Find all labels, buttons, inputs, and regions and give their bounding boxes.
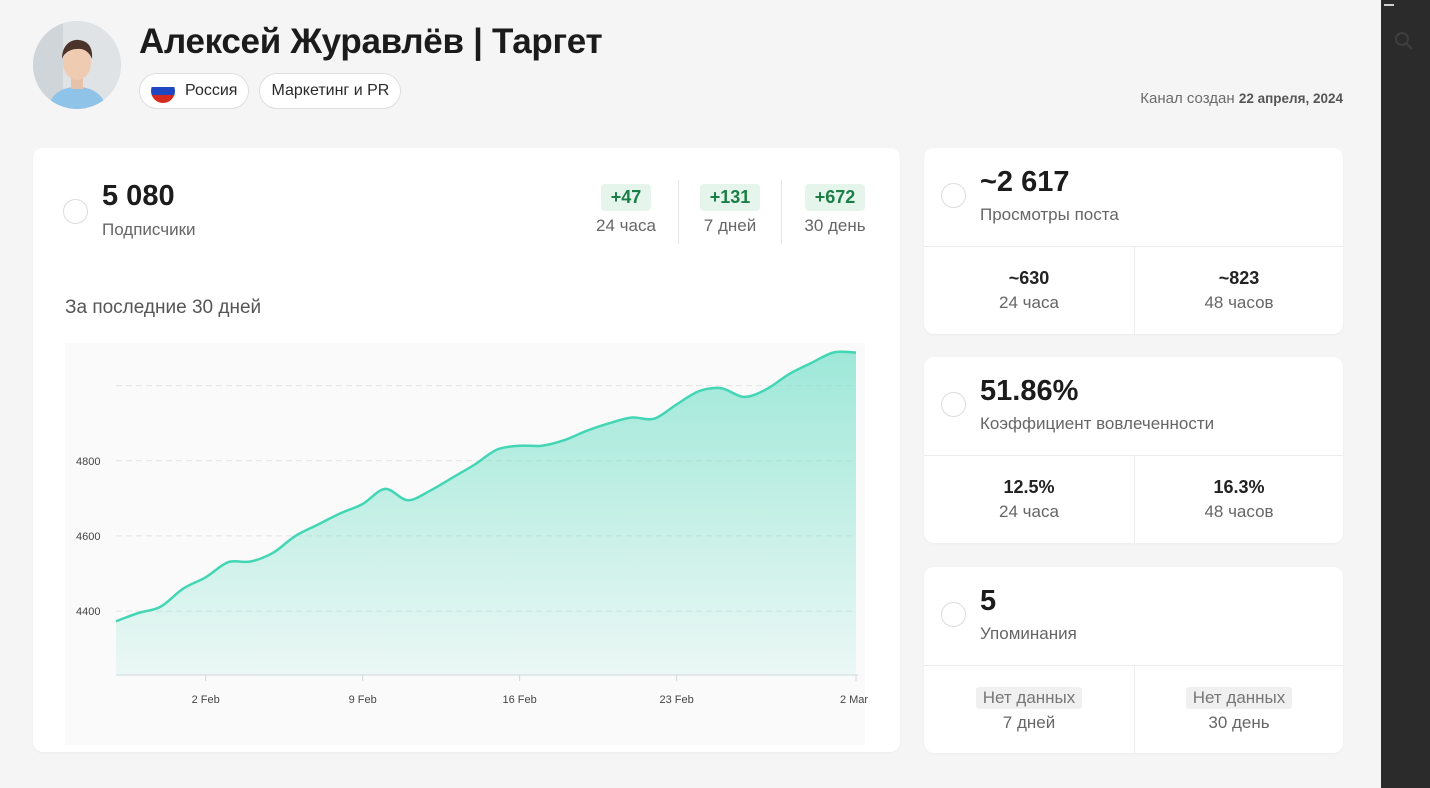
- subscribers-label: Подписчики: [102, 220, 196, 239]
- divider: [1134, 455, 1135, 543]
- subscribers-card: 5 080 Подписчики +47 24 часа +131 7 дней…: [33, 148, 900, 752]
- x-tick-label: 23 Feb: [659, 694, 693, 706]
- delta-label: 24 часа: [596, 216, 656, 235]
- russia-flag-icon: [151, 79, 175, 103]
- mentions-label: Упоминания: [980, 624, 1077, 643]
- channel-created: Канал создан 22 апреля, 2024: [1140, 90, 1343, 107]
- category-chip[interactable]: Маркетинг и PR: [259, 73, 402, 109]
- divider: [924, 246, 1343, 247]
- search-icon[interactable]: [1393, 30, 1415, 52]
- radio-circle-icon[interactable]: [941, 183, 966, 208]
- cell-label: 24 часа: [999, 502, 1059, 521]
- cell-label: 48 часов: [1204, 502, 1274, 521]
- delta-value: +131: [699, 184, 761, 211]
- chart-line: [115, 350, 857, 623]
- x-tick-label: 2 Feb: [192, 694, 220, 706]
- divider: [1134, 665, 1135, 753]
- avatar: [33, 21, 121, 109]
- mentions-value: 5: [980, 585, 997, 617]
- delta-value: +47: [600, 184, 652, 211]
- cell-value: ~823: [1218, 268, 1260, 288]
- divider: [781, 180, 782, 244]
- delta-value: +672: [804, 184, 866, 211]
- mentions-7d: Нет данных 7 дней: [924, 665, 1134, 753]
- category-chip-label: Маркетинг и PR: [271, 82, 390, 99]
- cell-label: 24 часа: [999, 293, 1059, 312]
- radio-circle-icon[interactable]: [941, 392, 966, 417]
- divider: [924, 455, 1343, 456]
- cell-label: 48 часов: [1204, 293, 1274, 312]
- y-tick-label: 4600: [76, 531, 100, 543]
- x-tick-label: 9 Feb: [349, 694, 377, 706]
- mentions-30d: Нет данных 30 день: [1134, 665, 1344, 753]
- y-tick-label: 4800: [76, 456, 100, 468]
- cell-value: ~630: [1008, 268, 1050, 288]
- cell-label: 7 дней: [1002, 713, 1056, 732]
- country-chip-label: Россия: [185, 82, 238, 99]
- delta-30d: +672 30 день: [790, 184, 880, 236]
- engagement-48h: 16.3% 48 часов: [1134, 455, 1344, 543]
- chart-area: [116, 351, 856, 675]
- engagement-24h: 12.5% 24 часа: [924, 455, 1134, 543]
- views-value: ~2 617: [980, 166, 1070, 198]
- x-tick-label: 16 Feb: [503, 694, 537, 706]
- engagement-card: 51.86% Коэффициент вовлеченности 12.5% 2…: [924, 357, 1343, 543]
- cell-value: 12.5%: [1003, 477, 1055, 497]
- cell-label: 30 день: [1208, 713, 1270, 732]
- channel-title: Алексей Журавлёв | Таргет: [139, 22, 603, 61]
- delta-label: 30 день: [804, 216, 866, 235]
- divider: [678, 180, 679, 244]
- mentions-card: 5 Упоминания Нет данных 7 дней Нет данны…: [924, 567, 1343, 753]
- divider: [1134, 246, 1135, 334]
- x-tick-label: 2 Mar: [840, 694, 868, 706]
- views-48h: ~823 48 часов: [1134, 246, 1344, 334]
- created-label: Канал создан: [1140, 90, 1235, 107]
- views-card: ~2 617 Просмотры поста ~630 24 часа ~823…: [924, 148, 1343, 334]
- panel-dash: [1384, 4, 1394, 6]
- country-chip[interactable]: Россия: [139, 73, 250, 109]
- views-24h: ~630 24 часа: [924, 246, 1134, 334]
- avatar-photo: [33, 21, 121, 109]
- cell-value: 16.3%: [1213, 477, 1265, 497]
- radio-circle-icon[interactable]: [941, 602, 966, 627]
- delta-label: 7 дней: [703, 216, 757, 235]
- delta-7d: +131 7 дней: [685, 184, 775, 236]
- right-side-panel: [1381, 0, 1430, 788]
- y-tick-label: 4400: [76, 606, 100, 618]
- created-date: 22 апреля, 2024: [1238, 91, 1343, 106]
- engagement-label: Коэффициент вовлеченности: [980, 414, 1215, 433]
- divider: [924, 665, 1343, 666]
- no-data-badge: Нет данных: [975, 687, 1083, 709]
- engagement-value: 51.86%: [980, 375, 1079, 407]
- chart-title: За последние 30 дней: [65, 297, 262, 318]
- views-label: Просмотры поста: [980, 205, 1119, 224]
- radio-circle-icon[interactable]: [63, 199, 88, 224]
- subscribers-count: 5 080: [102, 180, 175, 212]
- channel-tags: Россия Маркетинг и PR: [139, 73, 402, 109]
- delta-24h: +47 24 часа: [581, 184, 671, 236]
- subscribers-chart: 4400 4600 4800 2 Feb 9 Feb 16 Feb 23 Feb 2 Mar: [65, 343, 868, 745]
- no-data-badge: Нет данных: [1185, 687, 1293, 709]
